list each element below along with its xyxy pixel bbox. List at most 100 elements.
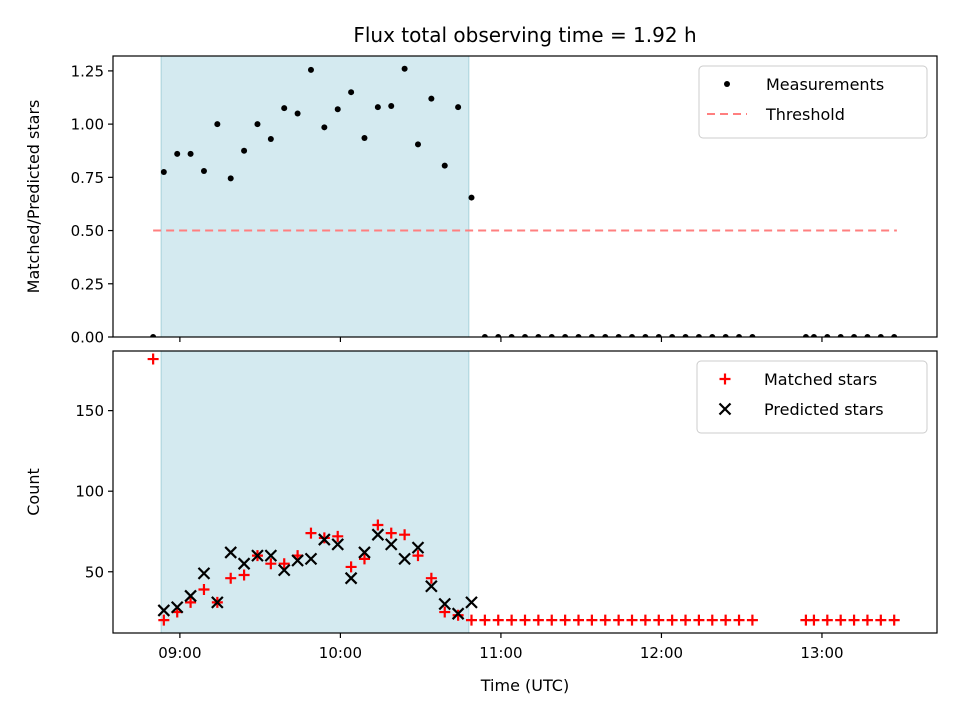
measurement-point	[575, 334, 582, 337]
predicted-star-point	[344, 571, 358, 585]
panel-ratio: 0.00 0.25 0.50 0.75 1.00 1.25 Matched/Predicte…	[24, 23, 938, 347]
predicted-star-point	[371, 528, 385, 541]
matched-star-point	[158, 614, 170, 626]
measurement-point	[615, 334, 622, 337]
measurement-point	[695, 334, 702, 337]
y-tick-label: 0.00	[71, 329, 104, 347]
measurement-point	[522, 334, 528, 337]
legend-marker-plus	[719, 373, 731, 385]
predicted-star-point	[237, 557, 251, 570]
matched-star-point	[546, 614, 558, 626]
observing-window-shade	[160, 351, 470, 633]
matched-star-point	[586, 614, 598, 626]
matched-star-point	[613, 614, 625, 626]
matched-star-point	[345, 561, 357, 573]
measurement-point	[682, 334, 689, 337]
matched-star-point	[875, 614, 887, 626]
y-tick-label: 1.00	[71, 116, 104, 134]
matched-star-point	[506, 614, 518, 626]
matched-star-point	[238, 569, 250, 581]
matched-star-point	[573, 614, 585, 626]
measurement-point	[508, 334, 515, 337]
matched-star-point	[746, 614, 758, 626]
predicted-star-point	[465, 596, 478, 609]
predicted-star-point	[184, 589, 197, 603]
measurement-point	[535, 334, 542, 337]
y-tick-label: 0.50	[71, 222, 104, 240]
legend-marker-dot	[724, 81, 730, 87]
measurement-point	[334, 106, 341, 113]
predicted-star-point	[277, 563, 291, 577]
predicted-star-point	[451, 607, 465, 620]
measurement-point	[361, 134, 368, 141]
measurement-point	[810, 334, 817, 337]
measurement-point	[321, 124, 328, 131]
matched-star-point	[693, 614, 705, 626]
measurement-point	[241, 147, 248, 154]
measurement-point	[281, 105, 288, 112]
series-predicted-stars	[157, 528, 478, 620]
matched-star-point	[479, 614, 491, 626]
measurement-point	[468, 194, 475, 201]
matched-star-point	[808, 614, 820, 626]
measurement-point	[455, 104, 462, 111]
plot-area	[150, 56, 898, 337]
predicted-star-point	[264, 549, 278, 562]
measurement-point	[441, 162, 448, 169]
matched-star-point	[198, 583, 210, 595]
matched-star-point	[332, 530, 344, 542]
y-tick-label: 100	[75, 483, 104, 501]
predicted-star-point	[358, 546, 371, 559]
matched-star-point	[492, 614, 504, 626]
y-tick-label: 0.75	[71, 169, 104, 187]
matched-star-point	[532, 614, 544, 626]
matched-star-point	[465, 614, 477, 626]
measurement-point	[187, 150, 194, 157]
legend-label: Predicted stars	[764, 400, 884, 419]
measurement-point	[864, 334, 871, 337]
y-tick-label: 50	[85, 563, 104, 581]
measurement-point	[602, 334, 609, 337]
measurement-point	[294, 110, 301, 117]
y-tick-label: 1.25	[71, 62, 104, 80]
legend-marker-x	[718, 402, 732, 416]
matched-star-point	[666, 614, 678, 626]
measurement-point	[200, 167, 207, 174]
matched-star-point	[452, 609, 464, 621]
measurement-point	[150, 334, 157, 337]
measurement-point	[174, 150, 181, 157]
matched-star-point	[626, 614, 638, 626]
measurement-point	[802, 334, 809, 337]
matched-star-point	[680, 614, 692, 626]
x-tick-label: 11:00	[479, 644, 522, 662]
predicted-star-point	[291, 554, 304, 567]
y-tick-label: 150	[75, 402, 104, 420]
measurement-point	[562, 334, 569, 337]
matched-star-point	[888, 614, 900, 626]
measurement-point	[749, 334, 756, 337]
measurement-point	[588, 334, 595, 337]
plot-area	[147, 351, 900, 633]
x-tick-label: 13:00	[800, 644, 843, 662]
chart-title: Flux total observing time = 1.92 h	[353, 23, 696, 47]
measurement-point	[267, 136, 274, 143]
predicted-star-point	[304, 552, 318, 566]
measurement-point	[254, 121, 261, 128]
observing-window-shade	[160, 56, 470, 337]
x-axis-label: Time (UTC)	[480, 676, 569, 695]
axes-frame	[112, 55, 938, 338]
measurement-point	[629, 334, 636, 337]
measurement-point	[160, 169, 167, 176]
predicted-star-point	[170, 600, 184, 614]
predicted-star-point	[318, 533, 331, 546]
matched-star-point	[425, 572, 437, 584]
x-tick-label: 10:00	[319, 644, 362, 662]
predicted-star-point	[211, 596, 224, 609]
matched-star-point	[706, 614, 718, 626]
matched-star-point	[519, 614, 531, 626]
matched-star-point	[225, 572, 237, 584]
predicted-star-point	[425, 579, 438, 593]
matched-star-point	[653, 614, 665, 626]
predicted-star-point	[384, 538, 398, 551]
